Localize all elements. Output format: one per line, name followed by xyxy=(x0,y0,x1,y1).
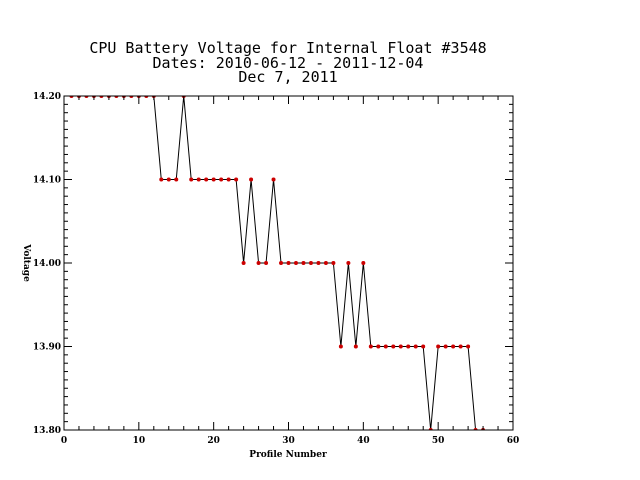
data-point xyxy=(204,177,209,182)
data-point xyxy=(376,344,381,349)
data-point xyxy=(196,177,201,182)
data-point xyxy=(421,344,426,349)
data-point xyxy=(211,177,216,182)
data-point xyxy=(293,261,298,265)
data-point xyxy=(361,261,366,265)
data-point xyxy=(286,261,291,265)
data-point xyxy=(443,344,448,349)
data-point xyxy=(368,344,373,349)
data-point xyxy=(436,344,441,349)
data-point xyxy=(451,344,456,349)
y-axis-label: Voltage xyxy=(21,243,31,282)
data-point xyxy=(331,261,336,265)
chart-title-line-3: Dec 7, 2011 xyxy=(238,68,337,86)
data-point xyxy=(458,344,463,349)
data-point xyxy=(398,344,403,349)
y-tick-label: 14.10 xyxy=(33,176,61,186)
data-point xyxy=(271,177,276,182)
data-point xyxy=(189,177,194,182)
y-tick-label: 13.80 xyxy=(33,426,61,436)
data-point xyxy=(279,261,284,265)
x-axis-label: Profile Number xyxy=(249,450,327,460)
x-tick-label: 30 xyxy=(282,436,295,446)
data-point xyxy=(316,261,321,265)
y-tick-label: 14.00 xyxy=(33,259,61,269)
data-point xyxy=(413,344,418,349)
data-point xyxy=(249,177,254,182)
y-tick-label: 13.90 xyxy=(33,343,61,353)
data-point xyxy=(226,177,231,182)
data-point xyxy=(234,177,239,182)
x-tick-label: 0 xyxy=(61,436,67,446)
x-tick-label: 20 xyxy=(207,436,220,446)
data-point xyxy=(383,344,388,349)
data-point xyxy=(256,261,261,265)
ticks-layer: 0 10 20 30 40 50 60 13.80 13.90 14.00 14.10 14.20 xyxy=(33,92,519,446)
chart-title-line-2: Dates: 2010-06-12 - 2011-12-04 xyxy=(153,54,424,72)
x-tick-label: 60 xyxy=(507,436,520,446)
data-point xyxy=(174,177,179,182)
data-point xyxy=(301,261,306,265)
y-tick-label: 14.20 xyxy=(33,92,61,102)
x-tick-label: 50 xyxy=(432,436,445,446)
data-point xyxy=(166,177,171,182)
data-point xyxy=(466,344,471,349)
data-point xyxy=(353,344,358,349)
data-point xyxy=(406,344,411,349)
x-tick-label: 10 xyxy=(133,436,146,446)
data-point xyxy=(346,261,351,265)
data-point xyxy=(219,177,224,182)
data-point xyxy=(241,261,246,265)
data-point xyxy=(308,261,313,265)
chart-title-line-1: CPU Battery Voltage for Internal Float #… xyxy=(89,39,486,57)
data-point xyxy=(338,344,343,349)
data-point xyxy=(391,344,396,349)
x-tick-label: 40 xyxy=(357,436,370,446)
data-point xyxy=(159,177,164,182)
data-point xyxy=(264,261,269,265)
data-point xyxy=(323,261,328,265)
